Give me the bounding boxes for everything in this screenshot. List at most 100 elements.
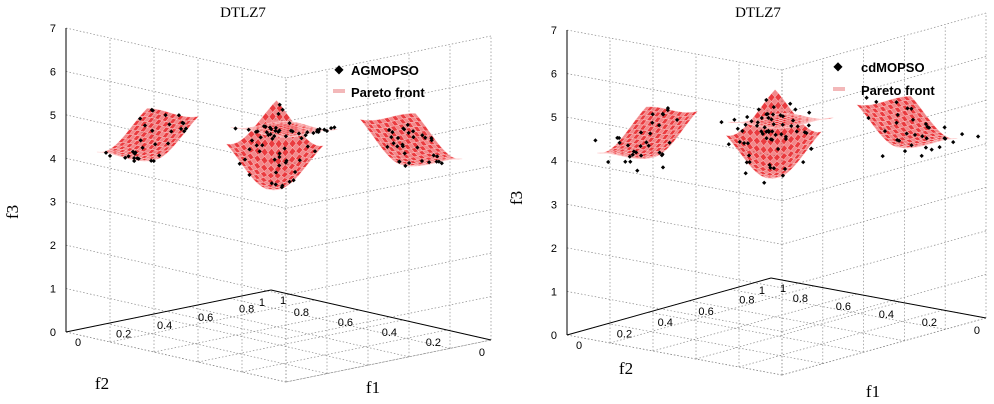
data-point (741, 140, 747, 146)
data-point (182, 129, 187, 134)
data-point (660, 165, 666, 170)
data-point (429, 138, 434, 143)
data-point (762, 180, 767, 185)
data-point (435, 154, 440, 159)
tick-label: 1 (759, 285, 765, 297)
grid-line (730, 289, 946, 330)
data-point (167, 122, 172, 127)
tick-label: 0.6 (836, 301, 851, 313)
data-point (773, 132, 778, 138)
data-point (434, 159, 439, 164)
legend: ◆ cdMOPSO Pareto front (833, 59, 935, 98)
data-point (135, 156, 140, 161)
data-point (415, 145, 420, 150)
data-point (133, 150, 138, 155)
tick-label: 4 (551, 156, 557, 168)
grid-line (738, 309, 944, 368)
tick-label: 0 (75, 337, 81, 349)
axis-line (270, 289, 492, 341)
data-point (386, 127, 392, 133)
data-point (420, 133, 425, 138)
data-point (783, 136, 789, 142)
data-point (103, 150, 109, 155)
data-point (303, 133, 308, 138)
data-point (635, 168, 640, 173)
grid-line (285, 339, 492, 383)
chart-title: DTLZ7 (735, 5, 781, 21)
grid-line (695, 301, 901, 360)
data-point (439, 161, 444, 166)
data-point (771, 166, 777, 171)
grid-line (65, 157, 287, 209)
tick-label: 7 (50, 23, 56, 35)
data-point (268, 132, 273, 137)
data-point (272, 133, 277, 139)
data-point (924, 136, 929, 141)
grid-line (566, 247, 783, 289)
data-point (311, 130, 316, 136)
y-axis-label: f2 (619, 359, 633, 378)
data-point (788, 101, 793, 106)
data-point (292, 169, 298, 175)
grid-line (609, 285, 815, 344)
data-point (942, 125, 947, 130)
data-point (269, 181, 274, 186)
data-point (633, 150, 639, 155)
grid-line (781, 274, 987, 332)
data-point (646, 143, 651, 148)
data-point (157, 153, 162, 158)
data-point (123, 155, 128, 160)
data-point (809, 146, 814, 152)
tick-label: 0 (576, 340, 582, 352)
legend-label-algorithm: AGMOPSO (351, 63, 419, 78)
data-point (150, 128, 155, 133)
grid-line (241, 329, 448, 373)
data-point (423, 135, 428, 140)
tick-label: 4 (50, 153, 56, 165)
data-point (801, 159, 806, 165)
data-point (431, 153, 436, 158)
legend-marker-surface (333, 89, 345, 93)
data-point (385, 144, 390, 150)
legend: ◆ AGMOPSO Pareto front (333, 62, 425, 100)
grid-line (285, 165, 492, 209)
surface-cell (769, 177, 777, 179)
grid-line (229, 298, 451, 349)
grid-line (65, 331, 287, 383)
tick-label: 1 (50, 284, 56, 296)
grid-line (65, 244, 287, 296)
grid-line (285, 339, 492, 383)
grid-line (781, 143, 987, 202)
legend-label-algorithm: cdMOPSO (861, 60, 925, 75)
data-point (942, 136, 947, 141)
data-point (806, 123, 811, 128)
grid-line (285, 252, 492, 296)
data-point (623, 159, 628, 164)
tick-label: 3 (50, 197, 56, 209)
data-point (880, 153, 885, 159)
tick-label: 6 (50, 66, 56, 78)
data-point (272, 157, 277, 162)
grid-line (153, 309, 360, 353)
axes-box (566, 12, 987, 376)
data-point (138, 138, 143, 143)
grid-line (781, 317, 987, 376)
data-point (744, 160, 749, 165)
data-point (132, 158, 137, 164)
grid-line (65, 288, 287, 339)
data-point (332, 125, 337, 130)
data-point (391, 141, 396, 146)
tick-label: 3 (551, 199, 557, 211)
data-point (246, 127, 251, 132)
tick-label: 5 (551, 112, 557, 124)
data-point (745, 141, 751, 146)
data-point (648, 131, 653, 136)
grid-line (689, 300, 905, 342)
legend-marker-points: ◆ (833, 59, 843, 73)
data-point (625, 143, 631, 148)
tick-label: 0.2 (922, 317, 937, 329)
grid-line (781, 12, 987, 71)
data-point (783, 134, 789, 139)
data-point (726, 142, 731, 147)
